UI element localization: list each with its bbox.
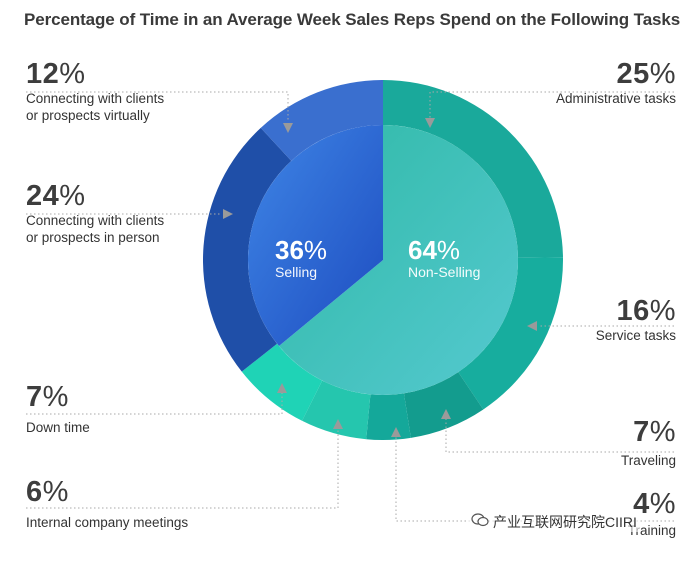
label-non-selling: 64% Non-Selling (408, 235, 481, 280)
arrow-service (527, 321, 537, 331)
watermark: 产业互联网研究院CIIRI (468, 512, 640, 532)
outer-slice-connecting-with-clients-or-prospects-virtually (260, 80, 383, 161)
pct-connect-virtual: 12 (26, 58, 60, 90)
arrow-internal-meetings (333, 419, 343, 429)
pct-non-selling: 64 (408, 235, 437, 265)
wechat-icon (471, 513, 489, 530)
outer-slice-administrative-tasks (383, 80, 563, 258)
outer-slice-traveling (403, 372, 484, 438)
text-connect-virtual-2: or prospects virtually (26, 108, 150, 123)
pct-selling: 36 (275, 235, 304, 265)
text-connect-person-1: Connecting with clients (26, 213, 165, 228)
inner-slice-selling (248, 125, 383, 347)
outer-slice-training (366, 393, 411, 441)
arrow-training (391, 427, 401, 437)
label-admin: 25% Administrative tasks (555, 58, 676, 106)
outer-slice-down-time (241, 343, 323, 421)
text-selling: Selling (275, 264, 318, 280)
pct-admin: 25 (616, 58, 650, 90)
arrow-down-time (277, 383, 287, 393)
arrow-connect-virtual (283, 123, 293, 133)
label-down-time: 7% Down time (26, 381, 90, 435)
outer-slice-service-tasks (458, 257, 563, 410)
arrow-admin (425, 118, 435, 128)
inner-slice-non-selling (278, 125, 518, 396)
label-service: 16% Service tasks (595, 295, 676, 343)
outer-slice-connecting-with-clients-or-prospects-in-person (202, 127, 292, 372)
text-non-selling: Non-Selling (408, 264, 481, 280)
chart-title: Percentage of Time in an Average Week Sa… (24, 10, 681, 29)
label-connect-virtual: 12% Connecting with clients or prospects… (26, 58, 165, 123)
pct-internal-meetings: 6 (26, 476, 43, 508)
label-traveling: 7% Traveling (620, 416, 676, 468)
watermark-text: 产业互联网研究院CIIRI (493, 514, 637, 530)
pct-connect-person: 24 (26, 180, 60, 212)
guide-down-time (26, 392, 283, 415)
label-selling: 36% Selling (275, 235, 328, 280)
text-traveling: Traveling (620, 453, 676, 468)
arrow-traveling (441, 409, 451, 419)
text-connect-person-2: or prospects in person (26, 230, 160, 245)
label-connect-person: 24% Connecting with clients or prospects… (26, 180, 165, 245)
guide-traveling (445, 418, 674, 453)
text-connect-virtual-1: Connecting with clients (26, 91, 165, 106)
text-admin: Administrative tasks (555, 91, 676, 106)
pct-traveling: 7 (633, 416, 650, 448)
guide-internal-meetings (26, 428, 339, 509)
text-internal-meetings: Internal company meetings (26, 515, 189, 530)
text-service: Service tasks (595, 328, 676, 343)
guide-admin (429, 91, 674, 118)
label-internal-meetings: 6% Internal company meetings (26, 476, 189, 530)
arrow-connect-person (223, 209, 233, 219)
outer-slice-internal-company-meetings (302, 380, 371, 440)
pct-down-time: 7 (26, 381, 43, 413)
text-down-time: Down time (26, 420, 90, 435)
pct-service: 16 (616, 295, 650, 327)
